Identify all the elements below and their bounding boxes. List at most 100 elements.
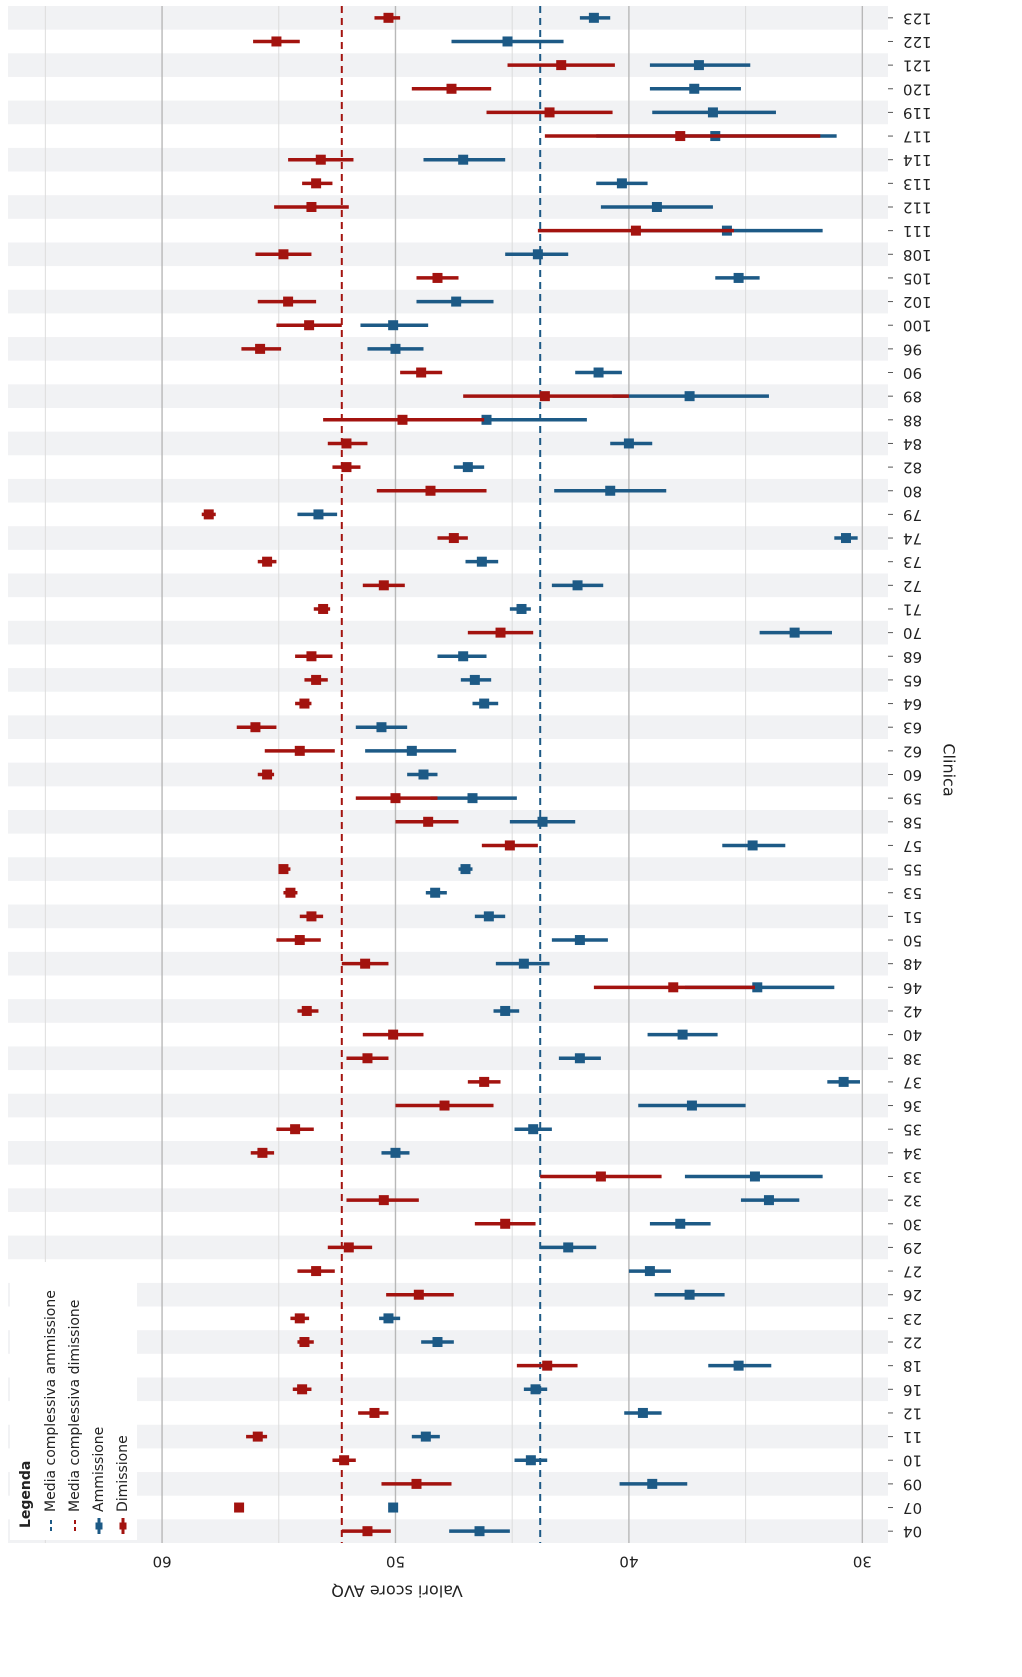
y-tick-label: 102: [903, 293, 932, 311]
point-estimate: [369, 1407, 380, 1418]
point-estimate: [262, 769, 273, 780]
point-estimate: [462, 462, 473, 473]
y-tick-label: 68: [903, 648, 922, 666]
point-estimate: [481, 414, 492, 425]
y-tick-label: 119: [903, 104, 932, 122]
point-estimate: [416, 367, 427, 378]
point-estimate: [439, 1100, 450, 1111]
point-estimate: [539, 391, 550, 402]
point-estimate: [595, 1171, 606, 1182]
x-tick-label: 30: [853, 1553, 872, 1571]
point-estimate: [495, 627, 506, 638]
legend-label: Dimissione: [115, 1435, 131, 1512]
y-tick-label: 65: [903, 671, 922, 689]
row-stripe: [8, 195, 888, 219]
legend-title: Legenda: [18, 1461, 34, 1528]
point-estimate: [301, 1005, 312, 1016]
point-estimate: [616, 178, 627, 189]
y-tick-label: 79: [903, 506, 922, 524]
point-estimate: [430, 887, 441, 898]
point-estimate: [388, 1502, 399, 1513]
point-estimate: [339, 1455, 350, 1466]
point-estimate: [411, 1478, 422, 1489]
point-estimate: [313, 509, 324, 520]
point-estimate: [278, 864, 289, 875]
point-estimate: [448, 533, 459, 544]
y-tick-label: 04: [903, 1523, 922, 1541]
point-estimate: [789, 627, 800, 638]
point-estimate: [689, 83, 700, 94]
y-tick-label: 46: [903, 979, 922, 997]
point-estimate: [234, 1502, 245, 1513]
y-tick-label: 27: [903, 1263, 922, 1281]
y-tick-label: 16: [903, 1381, 922, 1399]
point-estimate: [425, 485, 436, 496]
point-estimate: [537, 816, 548, 827]
y-tick-label: 18: [903, 1357, 922, 1375]
point-estimate: [651, 201, 662, 212]
y-tick-label: 105: [903, 269, 932, 287]
point-estimate: [311, 1266, 322, 1277]
point-estimate: [644, 1266, 655, 1277]
x-tick-label: 50: [386, 1553, 405, 1571]
y-tick-label: 112: [903, 198, 932, 216]
y-tick-label: 114: [903, 151, 932, 169]
y-tick-label: 42: [903, 1002, 922, 1020]
point-estimate: [418, 769, 429, 780]
row-stripe: [8, 668, 888, 692]
y-tick-label: 29: [903, 1239, 922, 1257]
point-estimate: [502, 36, 513, 47]
y-tick-label: 32: [903, 1192, 922, 1210]
point-estimate: [262, 556, 273, 567]
point-estimate: [294, 1313, 305, 1324]
point-estimate: [388, 320, 399, 331]
y-tick-label: 100: [903, 317, 932, 335]
y-tick-label: 113: [903, 175, 932, 193]
point-estimate: [257, 1147, 268, 1158]
point-estimate: [378, 580, 389, 591]
point-estimate: [306, 651, 317, 662]
point-estimate: [252, 1431, 263, 1442]
point-estimate: [360, 958, 371, 969]
point-estimate: [605, 485, 616, 496]
y-tick-label: 88: [903, 411, 922, 429]
point-estimate: [420, 1431, 431, 1442]
point-estimate: [593, 367, 604, 378]
point-estimate: [838, 1076, 849, 1087]
point-estimate: [840, 533, 851, 544]
y-tick-label: 84: [903, 435, 922, 453]
row-stripe: [8, 715, 888, 740]
y-tick-label: 120: [903, 80, 932, 98]
point-estimate: [304, 320, 315, 331]
point-estimate: [390, 343, 401, 354]
y-axis-title: Clinica: [940, 743, 959, 796]
point-estimate: [306, 201, 317, 212]
point-estimate: [752, 982, 763, 993]
point-estimate: [733, 1360, 744, 1371]
row-stripe: [8, 242, 888, 267]
point-estimate: [341, 438, 352, 449]
y-tick-label: 10: [903, 1452, 922, 1470]
point-estimate: [311, 178, 322, 189]
y-tick-label: 72: [903, 577, 922, 595]
y-tick-label: 111: [903, 222, 932, 240]
point-estimate: [572, 580, 583, 591]
row-stripe: [8, 857, 888, 881]
y-tick-label: 11: [903, 1428, 922, 1446]
y-tick-label: 70: [903, 624, 922, 642]
point-estimate: [383, 1313, 394, 1324]
y-tick-label: 121: [903, 57, 932, 75]
point-estimate: [504, 840, 515, 851]
y-tick-label: 60: [903, 766, 922, 784]
point-estimate: [311, 674, 322, 685]
point-estimate: [563, 1242, 574, 1253]
point-estimate: [763, 1195, 774, 1206]
point-estimate: [479, 1076, 490, 1087]
point-estimate: [479, 698, 490, 709]
point-estimate: [530, 1384, 541, 1395]
point-estimate: [500, 1005, 511, 1016]
row-stripe: [8, 573, 888, 598]
point-estimate: [285, 887, 296, 898]
point-estimate: [556, 60, 567, 71]
row-stripe: [8, 904, 888, 929]
